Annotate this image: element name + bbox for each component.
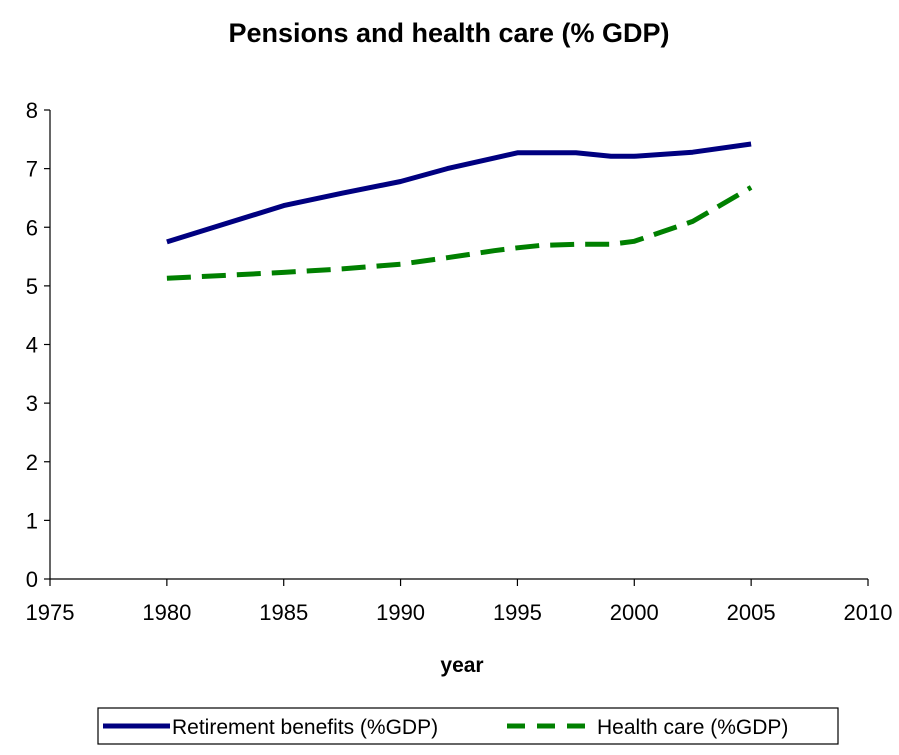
x-tick-label: 2005 bbox=[727, 600, 776, 625]
y-tick-label: 2 bbox=[26, 450, 38, 475]
series-lines bbox=[166, 141, 753, 281]
x-axis-title: year bbox=[440, 654, 483, 677]
y-axis-ticks: 0 1 2 3 4 5 6 7 8 bbox=[26, 98, 50, 592]
legend-box bbox=[97, 707, 839, 745]
legend-label-retirement: Retirement benefits (%GDP) bbox=[172, 716, 438, 739]
x-tick-label: 1995 bbox=[493, 600, 542, 625]
chart-title: Pensions and health care (% GDP) bbox=[228, 18, 669, 48]
y-tick-label: 8 bbox=[26, 98, 38, 123]
y-tick-label: 4 bbox=[26, 333, 38, 358]
x-tick-label: 2000 bbox=[610, 600, 659, 625]
y-tick-label: 0 bbox=[26, 567, 38, 592]
x-tick-label: 1985 bbox=[259, 600, 308, 625]
x-tick-label: 1980 bbox=[142, 600, 191, 625]
y-tick-label: 6 bbox=[26, 215, 38, 240]
x-tick-label: 1990 bbox=[376, 600, 425, 625]
y-tick-label: 5 bbox=[26, 274, 38, 299]
x-tick-label: 1975 bbox=[26, 600, 75, 625]
series-line-health-care bbox=[166, 185, 753, 281]
x-axis-ticks: 1975 1980 1985 1990 1995 2000 2005 2010 bbox=[26, 579, 893, 625]
plot-area bbox=[49, 110, 868, 580]
series-line-retirement-benefits bbox=[166, 141, 752, 245]
legend: Retirement benefits (%GDP) Health care (… bbox=[97, 707, 839, 745]
x-tick-label: 2010 bbox=[844, 600, 893, 625]
y-tick-label: 3 bbox=[26, 391, 38, 416]
y-tick-label: 1 bbox=[26, 508, 38, 533]
y-tick-label: 7 bbox=[26, 157, 38, 182]
legend-label-health: Health care (%GDP) bbox=[597, 716, 788, 739]
